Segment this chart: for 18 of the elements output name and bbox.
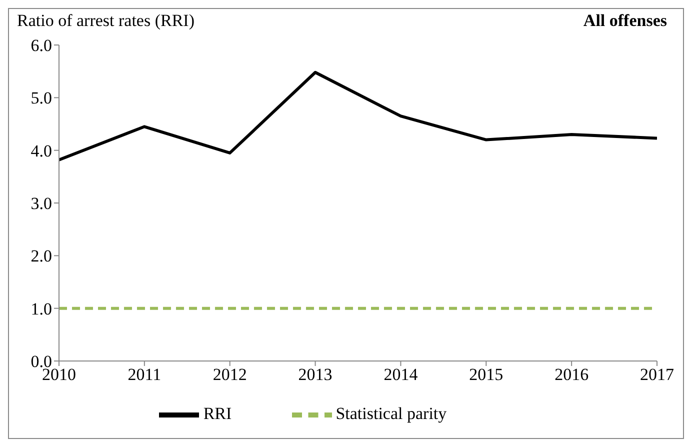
legend-label: RRI — [203, 404, 232, 423]
line-series — [59, 70, 657, 162]
x-tick-label: 2016 — [554, 365, 589, 384]
y-tick-label: 2.0 — [30, 246, 52, 266]
x-tick-label: 2011 — [128, 365, 162, 384]
y-tick-label: 5.0 — [30, 88, 52, 108]
y-axis-title: Ratio of arrest rates (RRI) — [17, 11, 194, 31]
y-tick-label: 1.0 — [30, 299, 52, 318]
x-tick-label: 2017 — [640, 365, 674, 384]
x-tick-label: 2014 — [384, 365, 418, 384]
x-tick-label: 2012 — [212, 365, 247, 384]
y-tick-label: 3.0 — [30, 194, 52, 214]
x-tick-label: 2013 — [298, 365, 332, 384]
legend-label: Statistical parity — [336, 404, 447, 423]
chart-title: All offenses — [583, 11, 667, 31]
x-tick-label: 2015 — [469, 365, 504, 384]
y-tick-label: 4.0 — [30, 141, 52, 160]
y-tick-label: 6.0 — [30, 36, 52, 56]
